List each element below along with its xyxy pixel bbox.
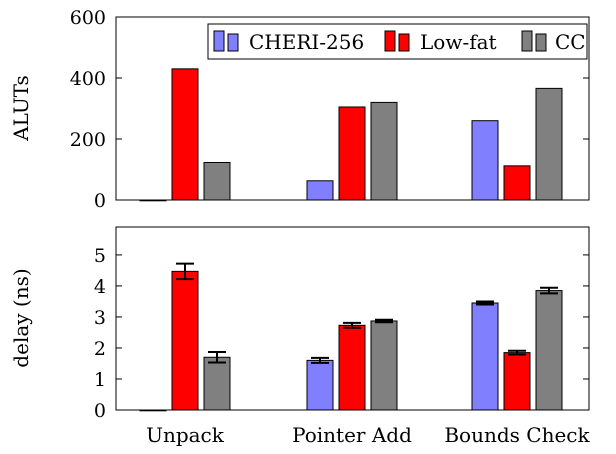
bar-cheri-256-bounds-check — [471, 120, 499, 201]
legend-swatch-cc — [521, 30, 533, 52]
aluts-panel: 0 200 400 600 ALUTs — [9, 7, 590, 212]
delay-panel: 0 1 2 3 4 5 delay (ns) — [9, 226, 590, 422]
bar-cc-unpack — [203, 356, 231, 411]
y-tick-label: 1 — [94, 369, 106, 391]
legend-swatch-cc — [535, 33, 547, 52]
legend-label-cc: CC — [555, 30, 586, 54]
y-axis-label: ALUTs — [9, 75, 33, 142]
legend-swatch-cheri-256 — [213, 30, 225, 52]
bar-cc-pointer-add — [370, 320, 398, 411]
y-tick-label: 5 — [94, 245, 106, 267]
bar-low-fat-unpack — [171, 270, 199, 411]
bar-cc-pointer-add — [370, 101, 398, 201]
y-tick-label: 2 — [94, 338, 106, 360]
y-axis-label: delay (ns) — [9, 268, 33, 367]
bar-low-fat-bounds-check — [503, 165, 531, 201]
bar-cc-unpack — [203, 161, 231, 201]
y-tick-label: 600 — [70, 7, 106, 29]
bar-cc-bounds-check — [535, 87, 563, 201]
legend-label-low-fat: Low-fat — [420, 30, 497, 54]
bar-cheri-256-pointer-add — [306, 180, 334, 201]
category-label-bounds-check: Bounds Check — [444, 423, 590, 447]
y-tick-label: 3 — [94, 307, 106, 329]
bar-low-fat-bounds-check — [503, 352, 531, 411]
y-tick-label: 400 — [70, 68, 106, 90]
legend-swatch-low-fat — [384, 30, 396, 52]
legend: CHERI-256 Low-fat CC — [207, 23, 588, 60]
y-tick-label: 200 — [70, 129, 106, 151]
y-tick-label: 0 — [94, 190, 106, 212]
category-label-pointer-add: Pointer Add — [292, 423, 412, 447]
legend-label-cheri-256: CHERI-256 — [249, 30, 364, 54]
bar-low-fat-unpack — [171, 68, 199, 201]
bar-cheri-256-unpack — [139, 199, 167, 202]
bar-low-fat-pointer-add — [338, 324, 366, 411]
category-label-unpack: Unpack — [146, 423, 225, 447]
legend-swatch-cheri-256 — [227, 33, 239, 52]
bar-cc-bounds-check — [535, 290, 563, 411]
legend-swatch-low-fat — [398, 33, 410, 52]
bar-cheri-256-bounds-check — [471, 302, 499, 411]
bar-cheri-256-pointer-add — [306, 359, 334, 411]
y-tick-label: 4 — [94, 276, 106, 298]
category-labels: Unpack Pointer Add Bounds Check — [146, 423, 590, 447]
bar-cheri-256-unpack — [139, 409, 167, 412]
y-tick-label: 0 — [94, 400, 106, 422]
bar-low-fat-pointer-add — [338, 106, 366, 201]
